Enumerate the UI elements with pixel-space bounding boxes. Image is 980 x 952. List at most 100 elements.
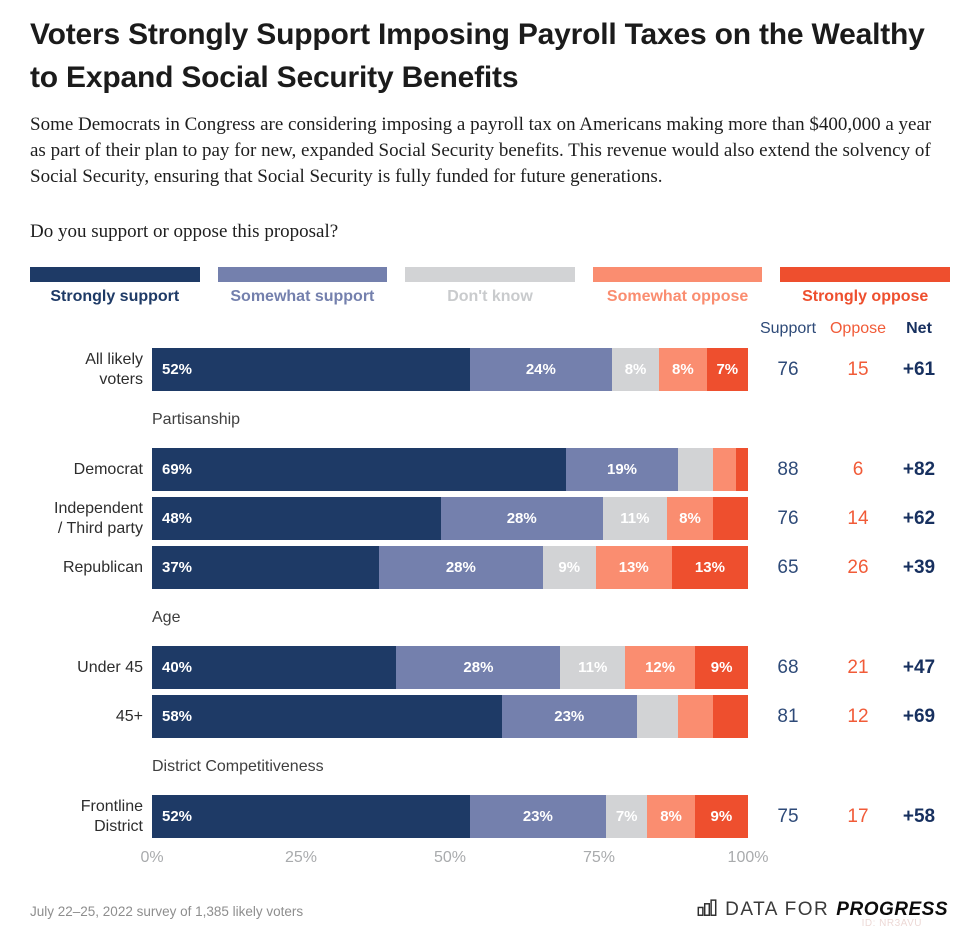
bar-segment-somewhat-support: 19% (566, 448, 678, 492)
bar-segment-don-t-know: 11% (560, 646, 625, 690)
support-value: 65 (777, 556, 799, 578)
oppose-value: 12 (847, 705, 869, 727)
bar-segment-strongly-support: 40% (152, 646, 397, 690)
stacked-bar: 37% 28% 9% 13% 13% (152, 546, 748, 590)
bar-segment-strongly-support: 69% (152, 448, 567, 492)
logo-text-data-for: DATA FOR (725, 898, 830, 920)
bar-segment-strongly-oppose (712, 695, 748, 739)
bar-segment-somewhat-oppose: 8% (659, 348, 707, 392)
column-header-spacer-bar (152, 320, 748, 338)
oppose-value: 21 (847, 656, 869, 678)
footer: July 22–25, 2022 survey of 1,385 likely … (30, 896, 950, 930)
bar-row-democrat: Democrat 69% 19% 88 6 +82 (30, 448, 950, 492)
bar-segment-strongly-oppose (713, 497, 749, 541)
stacked-bar: 48% 28% 11% 8% (152, 497, 749, 541)
oppose-value: 17 (847, 805, 869, 827)
row-label: Under 45 (77, 658, 143, 676)
legend-swatch-2 (405, 267, 575, 283)
bar-row-independent--third-party: Independent / Third party 48% 28% 11% 8% 76 14 +… (30, 497, 950, 541)
bar-segment-somewhat-oppose: 12% (624, 646, 696, 690)
column-headers: Support Oppose Net (30, 320, 950, 338)
column-header-spacer (30, 320, 152, 338)
page-title: Voters Strongly Support Imposing Payroll… (30, 18, 925, 94)
legend-swatch-3 (592, 267, 763, 283)
bar-segment-somewhat-support: 23% (501, 695, 637, 739)
legend-swatch-1 (217, 267, 388, 283)
x-axis-tick-75: 75% (582, 849, 616, 867)
bar-row-all-likely-voters: All likely voters 52% 24% 8% 8% 7% 76 15 +61 (30, 348, 950, 392)
legend-label-3: Somewhat oppose (606, 288, 749, 306)
x-axis-tick-100: 100% (727, 849, 769, 867)
logo-text-progress: PROGRESS (836, 898, 948, 920)
bar-row-under-45: Under 45 40% 28% 11% 12% 9% 68 21 +47 (30, 646, 950, 690)
row-label: All likely voters (85, 350, 143, 388)
bar-segment-strongly-oppose: 9% (695, 646, 748, 690)
group-header-label: Age (152, 609, 181, 627)
infographic-page: Voters Strongly Support Imposing Payroll… (30, 18, 950, 930)
stacked-bar: 69% 19% (152, 448, 748, 492)
row-label: Independent / Third party (54, 499, 143, 537)
bar-segment-somewhat-oppose (712, 448, 737, 492)
group-header-label: District Competitiveness (152, 758, 324, 776)
bar-segment-strongly-oppose (736, 448, 748, 492)
bar-segment-don-t-know (677, 448, 713, 492)
x-axis-tick-0: 0% (140, 849, 164, 867)
bar-segment-don-t-know (636, 695, 678, 739)
bar-segment-somewhat-oppose: 13% (595, 546, 672, 590)
row-label: 45+ (115, 707, 143, 725)
group-header-label: Partisanship (152, 411, 241, 429)
bar-segment-strongly-oppose: 9% (694, 795, 748, 839)
stacked-bar: 52% 23% 7% 8% 9% (152, 795, 748, 839)
x-axis-tick-25: 25% (284, 849, 318, 867)
legend: Strongly support Somewhat support Don't kn… (30, 267, 950, 306)
oppose-value: 26 (847, 556, 869, 578)
stacked-bar: 58% 23% (152, 695, 748, 739)
oppose-value: 15 (847, 358, 869, 380)
column-header-net: Net (906, 320, 932, 338)
x-axis-tick-50: 50% (433, 849, 467, 867)
row-label: Republican (62, 558, 143, 576)
bar-segment-don-t-know: 8% (611, 348, 660, 392)
legend-item-1: Somewhat support (217, 267, 388, 306)
bar-segment-somewhat-support: 24% (469, 348, 612, 392)
bar-segment-strongly-support: 48% (152, 497, 441, 541)
bar-segment-somewhat-support: 23% (469, 795, 606, 839)
group-header-row-1: Partisanship (30, 397, 950, 443)
net-value: +82 (902, 458, 936, 480)
bar-segment-somewhat-support: 28% (440, 497, 603, 541)
chart-rows: All likely voters 52% 24% 8% 8% 7% 76 15 +61 Parti… (30, 348, 950, 839)
column-header-support: Support (759, 320, 817, 338)
survey-question: Do you support or oppose this proposal? (30, 221, 339, 243)
row-label: Frontline District (80, 797, 143, 835)
bar-segment-somewhat-support: 28% (378, 546, 543, 590)
bar-segment-strongly-support: 37% (152, 546, 379, 590)
support-value: 76 (777, 358, 799, 380)
legend-label-2: Don't know (447, 288, 533, 306)
net-value: +62 (902, 507, 936, 529)
bar-row-45+: 45+ 58% 23% 81 12 +69 (30, 695, 950, 739)
support-value: 68 (777, 656, 799, 678)
legend-item-2: Don't know (405, 267, 575, 306)
oppose-value: 6 (852, 458, 864, 480)
legend-swatch-4 (780, 267, 950, 283)
legend-label-4: Strongly oppose (802, 288, 929, 306)
group-header-row-3: District Competitiveness (30, 744, 950, 790)
support-value: 75 (777, 805, 799, 827)
description-paragraph: Some Democrats in Congress are consideri… (30, 114, 932, 188)
legend-label-1: Somewhat support (230, 288, 375, 306)
net-value: +47 (902, 656, 936, 678)
oppose-value: 14 (847, 507, 869, 529)
bar-segment-don-t-know: 11% (602, 497, 667, 541)
legend-label-0: Strongly support (50, 288, 180, 306)
stacked-bar: 52% 24% 8% 8% 7% (152, 348, 749, 392)
net-value: +58 (902, 805, 936, 827)
net-value: +39 (902, 556, 936, 578)
legend-swatch-0 (30, 267, 200, 283)
support-value: 81 (777, 705, 799, 727)
chart: Support Oppose Net All likely voters 52% 24… (30, 320, 950, 872)
legend-item-4: Strongly oppose (780, 267, 950, 306)
bar-row-republican: Republican 37% 28% 9% 13% 13% 65 26 +39 (30, 546, 950, 590)
legend-item-0: Strongly support (30, 267, 200, 306)
net-value: +69 (902, 705, 936, 727)
bar-segment-somewhat-oppose (677, 695, 713, 739)
